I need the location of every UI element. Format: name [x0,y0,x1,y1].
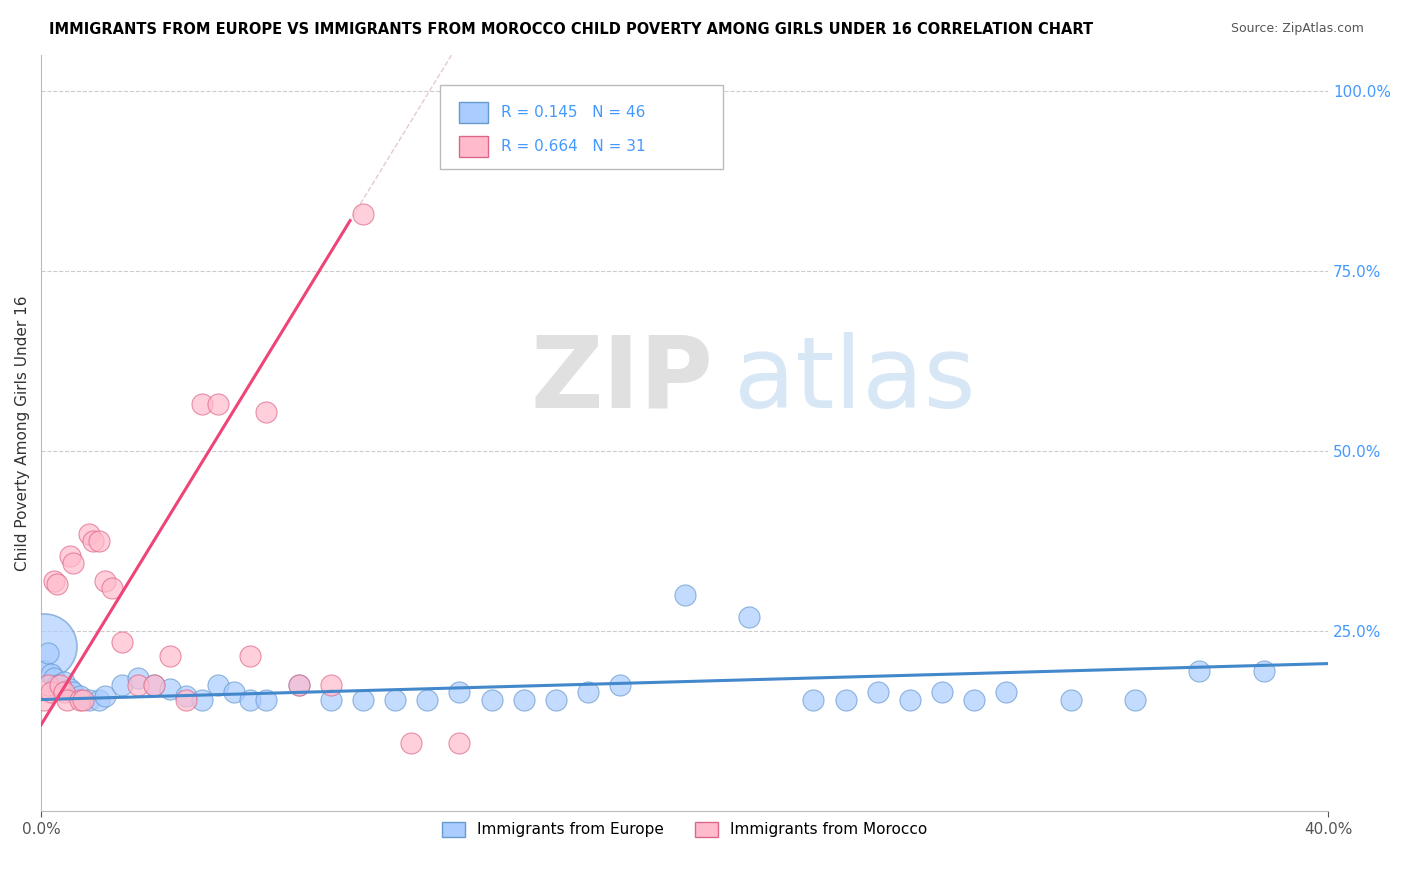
Text: IMMIGRANTS FROM EUROPE VS IMMIGRANTS FROM MOROCCO CHILD POVERTY AMONG GIRLS UNDE: IMMIGRANTS FROM EUROPE VS IMMIGRANTS FRO… [49,22,1094,37]
Point [239,649,262,664]
FancyBboxPatch shape [440,86,723,169]
Point [72,692,94,706]
Point [82,534,104,549]
Point [995,685,1018,699]
Point [34,692,56,706]
Point [834,692,856,706]
Point [69,689,91,703]
Point [576,685,599,699]
Point [1060,692,1083,706]
Point [59,681,82,696]
Y-axis label: Child Poverty Among Girls Under 16: Child Poverty Among Girls Under 16 [15,295,30,571]
Point [39,667,62,681]
Point [224,685,246,699]
Point [1253,664,1275,678]
Point [174,692,197,706]
Point [963,692,986,706]
Point [1188,664,1211,678]
Point [52,685,75,699]
Point [449,685,471,699]
Text: Source: ZipAtlas.com: Source: ZipAtlas.com [1230,22,1364,36]
Point [449,736,471,750]
Point [738,609,761,624]
Point [62,685,84,699]
Point [174,689,197,703]
Point [127,678,149,692]
Point [59,549,82,563]
Point [1123,692,1146,706]
Point [79,692,101,706]
Point [79,527,101,541]
Point [110,678,132,692]
Point [52,674,75,689]
Point [37,678,59,692]
Point [62,556,84,570]
Point [352,206,374,220]
Point [42,574,65,588]
Point [159,649,181,664]
Point [319,692,342,706]
Point [416,692,439,706]
Legend: Immigrants from Europe, Immigrants from Morocco: Immigrants from Europe, Immigrants from … [434,814,935,845]
Point [39,685,62,699]
Point [207,678,229,692]
Point [673,588,696,602]
Point [319,678,342,692]
Point [207,397,229,411]
Text: atlas: atlas [734,332,976,429]
Point [110,635,132,649]
Point [46,577,69,591]
Point [513,692,536,706]
Point [127,671,149,685]
Point [49,678,72,692]
Point [142,678,165,692]
Text: R = 0.664   N = 31: R = 0.664 N = 31 [501,139,645,154]
Point [34,639,56,653]
Point [69,692,91,706]
Point [254,404,277,418]
Point [239,692,262,706]
Point [384,692,406,706]
Point [399,736,422,750]
Bar [460,102,488,123]
Point [481,692,503,706]
Point [544,692,567,706]
Point [801,692,824,706]
Point [866,685,889,699]
Text: R = 0.145   N = 46: R = 0.145 N = 46 [501,105,645,120]
Point [191,692,214,706]
Point [42,671,65,685]
Point [87,692,110,706]
Point [254,692,277,706]
Text: ZIP: ZIP [530,332,713,429]
Point [287,678,309,692]
Point [142,678,165,692]
Point [37,646,59,660]
Point [159,681,181,696]
Point [287,678,309,692]
Point [352,692,374,706]
Point [609,678,631,692]
Point [87,534,110,549]
Point [931,685,953,699]
Point [191,397,214,411]
Point [94,689,117,703]
Point [34,664,56,678]
Bar [460,136,488,157]
Point [94,574,117,588]
Point [898,692,921,706]
Point [46,678,69,692]
Point [101,581,124,595]
Point [56,692,79,706]
